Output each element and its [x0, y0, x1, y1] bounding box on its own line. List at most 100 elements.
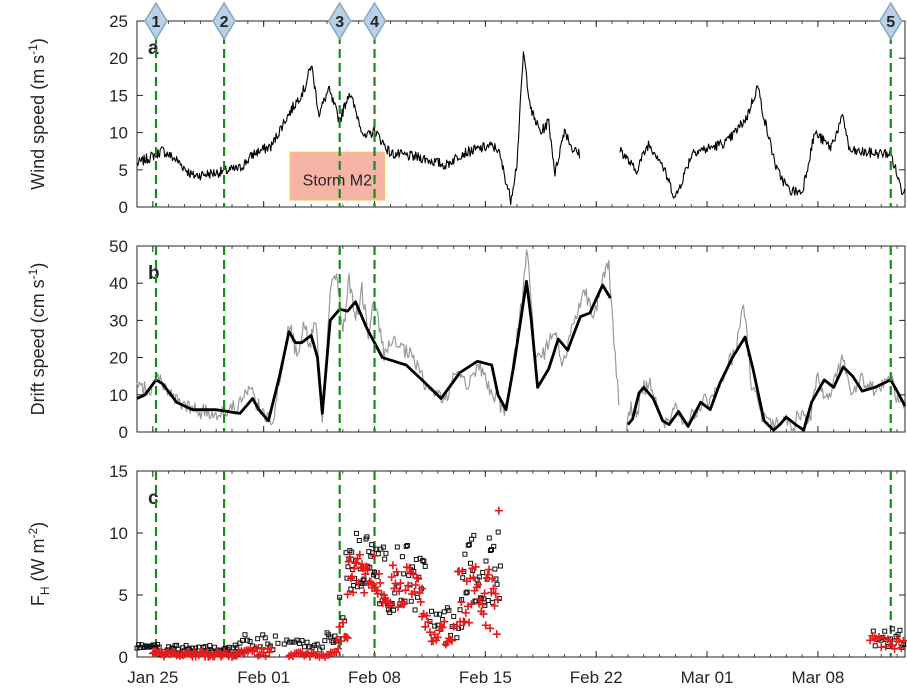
- flux-square-point: [429, 608, 435, 614]
- flux-plus-point: [425, 628, 434, 637]
- flux-plus-point: [386, 598, 395, 607]
- flux-plus-point: [458, 567, 467, 576]
- event-marker-label-5: 5: [886, 14, 895, 31]
- flux-square-point: [494, 581, 500, 587]
- flux-plus-point: [467, 600, 476, 609]
- flux-square-point: [889, 626, 895, 632]
- flux-square-point: [454, 635, 460, 641]
- flux-plus-point: [396, 579, 405, 588]
- flux-square-point: [391, 607, 397, 613]
- x-axis-ticks: Jan 25 Feb 01 Feb 08 Feb 15 Feb 22 Mar 01 Mar …: [127, 668, 844, 687]
- flux-plus-point: [886, 637, 895, 646]
- storm-label: Storm M2: [303, 172, 372, 189]
- flux-plus-point: [890, 644, 899, 653]
- flux-square-point: [260, 632, 266, 638]
- flux-plus-point: [483, 570, 492, 579]
- flux-square-point: [486, 535, 492, 541]
- flux-square-point: [337, 594, 343, 600]
- flux-square-point: [289, 639, 295, 645]
- flux-square-point: [319, 644, 325, 650]
- y-tick-label-a: 25: [109, 12, 128, 31]
- flux-plus-point: [488, 574, 497, 583]
- flux-square-point: [872, 643, 878, 649]
- y-tick-label-c: 0: [119, 648, 128, 667]
- flux-plus-point: [363, 566, 372, 575]
- flux-square-point: [262, 635, 268, 641]
- panel-b: 0 10 20 30 40 50 b Drift speed (cm s-1): [26, 237, 907, 442]
- flux-plus-point: [370, 551, 379, 560]
- flux-square-point: [383, 550, 389, 556]
- flux-plus-point: [461, 608, 470, 617]
- event-marker-diamond-4: [362, 1, 387, 41]
- flux-plus-point: [404, 581, 413, 590]
- flux-plus-point: [345, 553, 354, 562]
- flux-square-point: [281, 641, 287, 647]
- flux-square-point: [369, 542, 375, 548]
- flux-plus-point: [355, 550, 364, 559]
- flux-square-point: [462, 551, 468, 557]
- flux-plus-point: [358, 560, 367, 569]
- flux-plus-point: [415, 589, 424, 598]
- flux-plus-point: [332, 635, 341, 644]
- flux-square-point: [882, 628, 888, 634]
- x-tick-label-3: Feb 15: [459, 668, 512, 687]
- flux-square-point: [239, 637, 245, 643]
- event-markers: 1 2 3 4 5: [144, 1, 903, 41]
- x-tick-label-1: Feb 01: [237, 668, 290, 687]
- flux-plus-point: [422, 611, 431, 620]
- flux-plus-point: [388, 561, 397, 570]
- flux-square-point: [485, 597, 491, 603]
- flux-square-point: [408, 598, 414, 604]
- panel-label-c: c: [148, 488, 159, 509]
- flux-square-point: [464, 589, 470, 595]
- flux-plus-point: [334, 644, 343, 653]
- flux-square-point: [255, 636, 261, 642]
- flux-plus-point: [350, 564, 359, 573]
- y-tick-label-b: 10: [109, 386, 128, 405]
- flux-plus-point: [457, 598, 466, 607]
- flux-square-point: [467, 560, 473, 566]
- plot-frame-a: [136, 20, 906, 208]
- flux-plus-point: [492, 630, 501, 639]
- flux-plus-point: [392, 567, 401, 576]
- flux-plus-point: [438, 623, 447, 632]
- flux-square-point: [242, 632, 248, 638]
- panel-label-b: b: [148, 263, 160, 284]
- flux-plus-point: [485, 565, 494, 574]
- flux-plus-point: [342, 632, 351, 641]
- flux-plus-point: [202, 647, 211, 656]
- flux-square-point: [275, 640, 281, 646]
- storm-box: [289, 151, 386, 201]
- flux-plus-point: [332, 648, 341, 657]
- flux-square-point: [466, 542, 472, 548]
- flux-square-point: [296, 640, 302, 646]
- y-tick-label-a: 10: [109, 124, 128, 143]
- x-tick-label-6: Mar 08: [791, 668, 844, 687]
- flux-square-point: [349, 549, 355, 555]
- flux-square-point: [294, 637, 300, 643]
- flux-plus-point: [480, 589, 489, 598]
- flux-plus-point: [479, 609, 488, 618]
- flux-plus-point: [486, 624, 495, 633]
- event-marker-label-4: 4: [370, 14, 379, 31]
- flux-plus-point: [490, 601, 499, 610]
- flux-plus-point: [267, 644, 276, 653]
- drift-raw-line: [136, 249, 906, 433]
- flux-plus-point: [437, 622, 446, 631]
- y-tick-label-c: 10: [109, 524, 128, 543]
- flux-square-point: [459, 624, 465, 630]
- flux-square-point: [247, 638, 253, 644]
- flux-plus-point: [448, 636, 457, 645]
- flux-square-point: [373, 546, 379, 552]
- x-tick-label-2: Feb 08: [348, 668, 401, 687]
- flux-plus-point: [410, 587, 419, 596]
- y-tick-label-a: 20: [109, 49, 128, 68]
- y-tick-label-b: 0: [119, 423, 128, 442]
- flux-square-point: [364, 534, 370, 540]
- flux-plus-point: [390, 584, 399, 593]
- y-tick-label-a: 15: [109, 86, 128, 105]
- flux-square-point: [302, 644, 308, 650]
- flux-plus-point: [344, 557, 353, 566]
